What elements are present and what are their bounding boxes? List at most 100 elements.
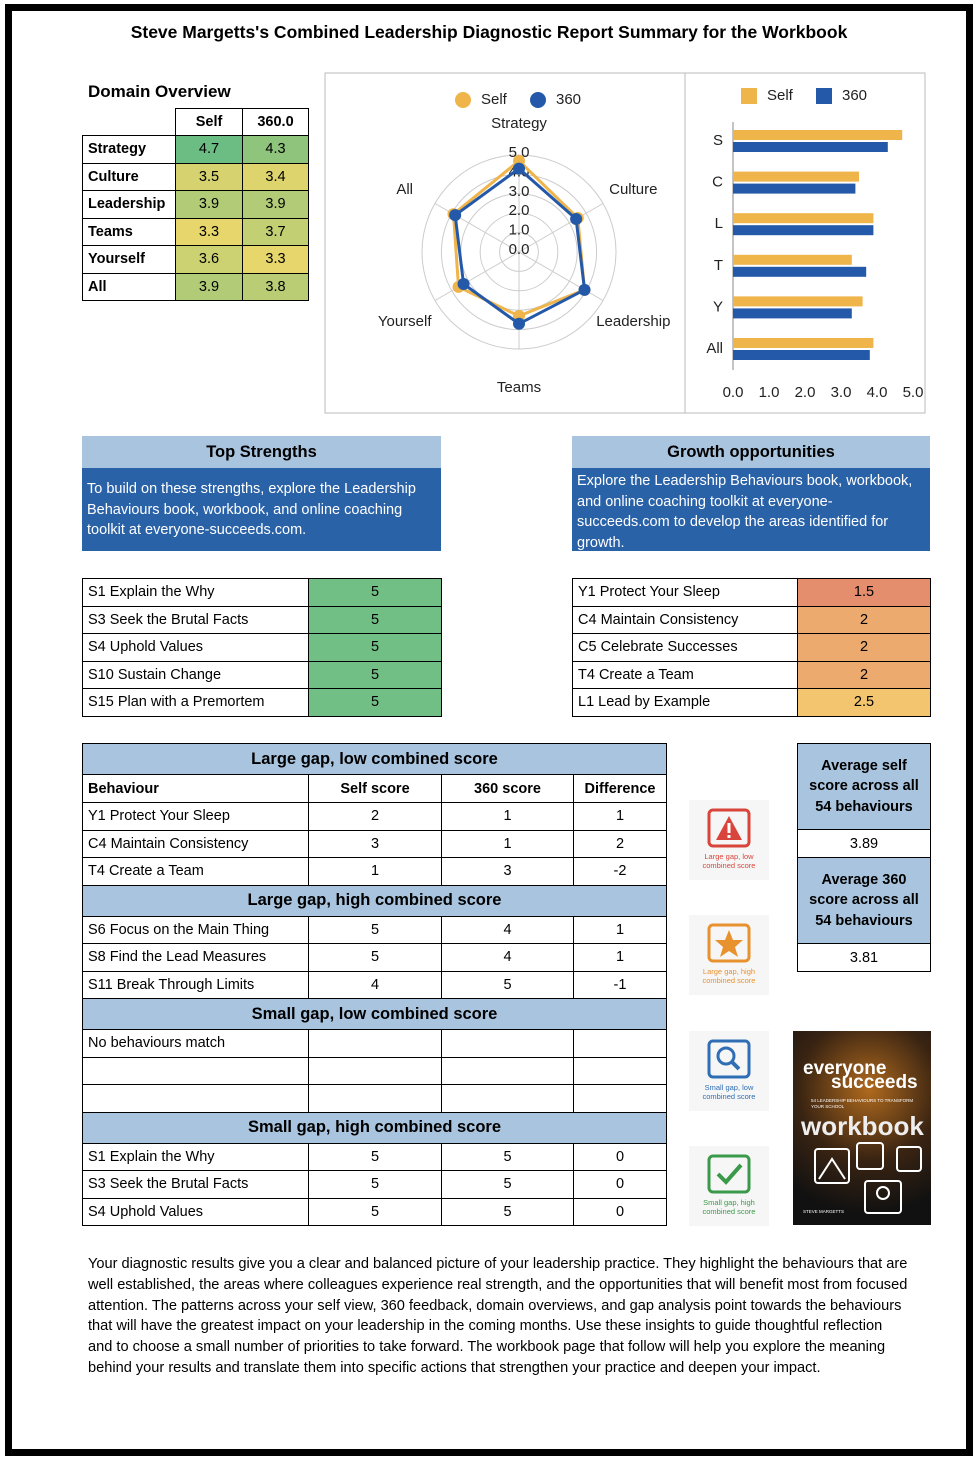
gap-score: 3: [441, 857, 574, 886]
domain-label: Strategy: [82, 135, 176, 164]
gap-score: 5: [308, 943, 442, 972]
domain-score: 3.8: [242, 272, 309, 301]
behaviour-score: 5: [308, 605, 442, 634]
y-tick-label: C: [712, 174, 723, 191]
book-art: [814, 1142, 922, 1214]
gap-behaviour: S6 Focus on the Main Thing: [82, 915, 309, 944]
gap-score: 1: [441, 802, 574, 831]
book-author: STEVE MARGETTS: [803, 1209, 845, 1214]
gap-behaviour: Y1 Protect Your Sleep: [82, 802, 309, 831]
gap-score: [441, 1084, 574, 1113]
behaviour-label: S3 Seek the Brutal Facts: [82, 605, 309, 634]
book-brand: succeeds: [831, 1072, 918, 1093]
bar: [733, 225, 874, 236]
domain-score: 3.4: [242, 162, 309, 191]
axis-label: Teams: [497, 379, 541, 396]
icon-caption: Small gap, low combined score: [702, 1083, 756, 1101]
summary-text: Your diagnostic results give you a clear…: [88, 1256, 908, 1376]
legend-label: Self: [481, 91, 508, 108]
icon-glyph: [707, 1154, 751, 1194]
gap-score: 3: [308, 829, 442, 858]
bar: [733, 130, 903, 140]
y-tick-label: Y: [713, 298, 723, 315]
domain-score: 3.3: [175, 217, 243, 246]
bar: [733, 308, 852, 319]
strengths-text: To build on these strengths, explore the…: [82, 468, 441, 551]
icon-glyph: [707, 808, 751, 848]
behaviour-label: C5 Celebrate Successes: [572, 633, 798, 662]
gap-behaviour: [82, 1084, 309, 1113]
series-point: [449, 209, 462, 222]
behaviour-label: S4 Uphold Values: [82, 633, 309, 662]
legend-marker: [741, 88, 757, 104]
bar: [733, 171, 859, 182]
domain-score: 3.9: [242, 190, 309, 219]
gap-score: 5: [308, 1197, 442, 1226]
behaviour-score: 5: [308, 633, 442, 662]
gap-behaviour: S1 Explain the Why: [82, 1142, 309, 1171]
y-tick-label: All: [706, 340, 723, 357]
behaviour-label: S15 Plan with a Premortem: [82, 688, 309, 717]
series-point: [457, 278, 470, 291]
book-brand: everyone: [803, 1058, 887, 1079]
x-tick-label: 2.0: [795, 384, 816, 401]
gap-score: [573, 1029, 667, 1058]
column-header: Self: [175, 108, 243, 136]
gap-score: 5: [308, 915, 442, 944]
section-title: Large gap, low combined score: [82, 743, 667, 775]
icon-caption: Large gap, low combined score: [702, 852, 756, 870]
behaviour-score: 5: [308, 660, 442, 689]
behaviour-score: 2: [797, 605, 931, 634]
gap-score: [308, 1056, 442, 1085]
domain-score: 4.7: [175, 135, 243, 164]
gap-score: 0: [573, 1197, 667, 1226]
radial-axis: [518, 203, 604, 253]
gap-score: 4: [308, 970, 442, 999]
gap-score: 0: [573, 1142, 667, 1171]
column-header: 360 score: [441, 774, 574, 803]
icon-caption: Large gap, high combined score: [702, 967, 756, 985]
gap-score: 5: [441, 1142, 574, 1171]
domain-label: Leadership: [82, 190, 176, 219]
page-frame: [5, 4, 973, 1456]
average-label: Average self score across all 54 behavio…: [797, 743, 931, 830]
column-header: Self score: [308, 774, 442, 803]
bar: [733, 338, 874, 348]
legend-label: 360: [556, 91, 581, 108]
gap-behaviour: S3 Seek the Brutal Facts: [82, 1170, 309, 1199]
domain-label: All: [82, 272, 176, 301]
domain-score: 3.3: [242, 245, 309, 274]
behaviour-label: S10 Sustain Change: [82, 660, 309, 689]
average-value: 3.81: [797, 943, 931, 972]
strengths-title: Top Strengths: [82, 436, 441, 468]
gap-behaviour: S11 Break Through Limits: [82, 970, 309, 999]
radial-axis: [434, 251, 520, 301]
y-tick-label: S: [713, 132, 723, 149]
domain-score: 3.9: [175, 272, 243, 301]
domain-label: Yourself: [82, 245, 176, 274]
icon-glyph: [707, 923, 751, 963]
behaviour-label: Y1 Protect Your Sleep: [572, 578, 798, 607]
gap-behaviour: No behaviours match: [82, 1029, 309, 1058]
gap-score: 2: [308, 802, 442, 831]
series-point: [513, 162, 525, 175]
behaviour-score: 5: [308, 578, 442, 607]
gap-score: 5: [441, 970, 574, 999]
bar: [733, 183, 856, 194]
behaviour-label: T4 Create a Team: [572, 660, 798, 689]
axis-label: All: [396, 181, 413, 198]
behaviour-score: 2: [797, 633, 931, 662]
domain-label: Culture: [82, 162, 176, 191]
gap-behaviour: C4 Maintain Consistency: [82, 829, 309, 858]
domain-score: 4.3: [242, 135, 309, 164]
x-tick-label: 3.0: [831, 384, 852, 401]
domain-score: 3.9: [175, 190, 243, 219]
gap-score: 4: [441, 915, 574, 944]
icon-card: Large gap, low combined score: [689, 800, 769, 880]
gap-behaviour: S8 Find the Lead Measures: [82, 943, 309, 972]
report-title: Steve Margetts's Combined Leadership Dia…: [130, 22, 848, 42]
behaviour-score: 1.5: [797, 578, 931, 607]
gap-score: 0: [573, 1170, 667, 1199]
bar: [733, 142, 888, 152]
domain-score: 3.6: [175, 245, 243, 274]
